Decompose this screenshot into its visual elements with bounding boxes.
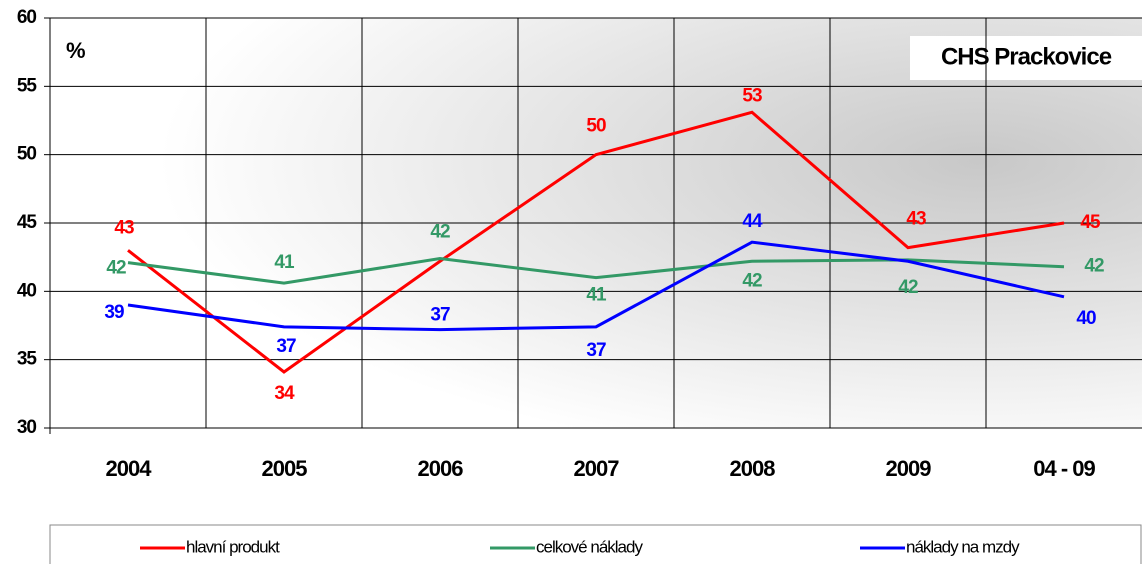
legend-label: náklady na mzdy <box>906 537 1020 556</box>
data-label: 41 <box>274 252 295 273</box>
legend-box <box>49 524 1142 564</box>
y-tick-label: 60 <box>17 7 37 28</box>
x-tick-label: 2006 <box>418 456 464 481</box>
data-label: 53 <box>742 85 762 106</box>
series-line <box>127 110 1065 374</box>
y-tick-label: 35 <box>17 349 38 370</box>
data-label: 44 <box>742 211 763 232</box>
x-tick-label: 2004 <box>106 456 153 481</box>
data-label: 42 <box>898 277 918 298</box>
x-tick-label: 2005 <box>262 456 308 481</box>
chart-title: CHS Prackovice <box>941 43 1112 70</box>
data-label: 40 <box>1076 308 1096 329</box>
x-tick-label: 2008 <box>730 456 776 481</box>
y-tick-label: 55 <box>17 75 38 96</box>
title-box <box>910 36 1142 80</box>
legend-label: hlavní produkt <box>186 537 280 556</box>
series-line <box>127 240 1065 332</box>
data-label: 39 <box>104 302 124 323</box>
y-tick-label: 50 <box>17 144 37 165</box>
data-label: 41 <box>586 285 607 306</box>
data-label: 43 <box>906 209 926 230</box>
data-label: 42 <box>106 258 126 279</box>
x-tick-label: 2009 <box>886 456 932 481</box>
y-tick-label: 40 <box>17 280 37 301</box>
data-label: 50 <box>586 116 606 137</box>
y-tick-label: 30 <box>17 417 37 438</box>
data-label: 34 <box>274 383 295 404</box>
data-label: 42 <box>742 270 762 291</box>
y-tick-label: 45 <box>17 212 38 233</box>
data-label: 42 <box>1084 256 1104 277</box>
data-label: 37 <box>430 305 450 326</box>
legend-label: celkové náklady <box>536 537 643 556</box>
y-axis-label: % <box>66 38 85 63</box>
x-tick-label: 04 - 09 <box>1033 456 1095 481</box>
data-label: 43 <box>114 217 134 238</box>
data-label: 45 <box>1080 212 1101 233</box>
data-label: 42 <box>430 222 450 243</box>
x-tick-label: 2007 <box>574 456 620 481</box>
data-label: 37 <box>276 336 296 357</box>
data-label: 37 <box>586 340 606 361</box>
